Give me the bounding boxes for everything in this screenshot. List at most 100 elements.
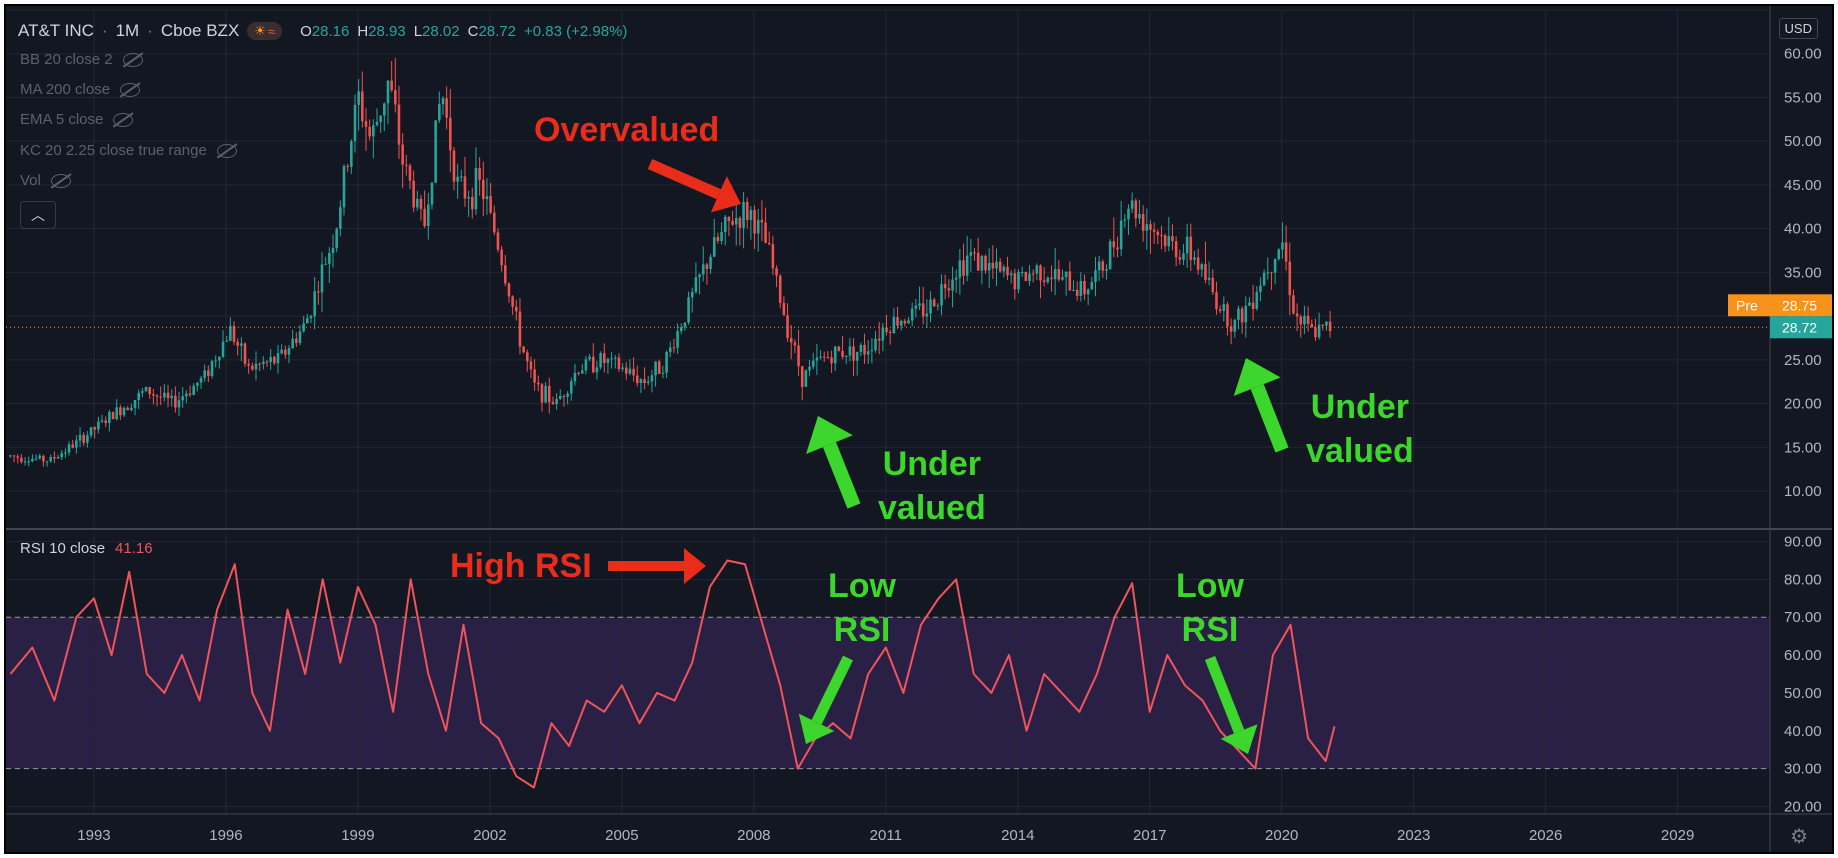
- currency-button[interactable]: USD: [1778, 18, 1818, 39]
- candle-body: [126, 407, 129, 411]
- candle-body: [159, 396, 162, 398]
- candle-body: [229, 325, 232, 341]
- indicator-kc[interactable]: KC 20 2.25 close true range: [20, 142, 237, 159]
- separator-dot-icon: ·: [147, 21, 153, 40]
- rsi-value: 41.16: [115, 540, 153, 557]
- settings-gear-icon[interactable]: ⚙: [1790, 826, 1808, 848]
- candle-body: [815, 357, 819, 361]
- price-tick-label: 20.00: [1784, 396, 1822, 413]
- rsi-line: [9, 559, 1336, 789]
- candle-body: [1229, 326, 1233, 332]
- wave-icon: ≈: [267, 23, 276, 39]
- candle-body: [1266, 272, 1270, 274]
- candle-body: [518, 311, 522, 347]
- hidden-eye-icon[interactable]: [122, 52, 143, 67]
- candle-body: [16, 456, 20, 458]
- candle-body: [833, 346, 837, 364]
- candle-body: [1317, 324, 1321, 338]
- time-tick-label: 1999: [341, 827, 374, 844]
- candle-body: [808, 366, 811, 371]
- candle-body: [976, 252, 980, 271]
- chevron-up-icon: ︿: [31, 207, 45, 223]
- candle-body: [504, 265, 507, 284]
- candle-body: [584, 359, 588, 371]
- candle-body: [1185, 236, 1189, 254]
- candle-body: [1031, 273, 1035, 275]
- candle-body: [701, 264, 705, 275]
- hidden-eye-icon[interactable]: [50, 173, 71, 188]
- candle-body: [1046, 277, 1050, 283]
- time-tick-label: 2014: [1001, 827, 1034, 844]
- candle-body: [1240, 308, 1244, 323]
- indicator-bb[interactable]: BB 20 close 2: [20, 51, 143, 68]
- candle-body: [573, 372, 577, 382]
- indicator-ma[interactable]: MA 200 close: [20, 81, 141, 98]
- time-tick-label: 2005: [605, 827, 638, 844]
- candle-body: [1090, 281, 1094, 290]
- candle-body: [119, 407, 122, 416]
- indicator-vol[interactable]: Vol: [20, 172, 71, 189]
- candle-body: [401, 144, 404, 165]
- interval-label[interactable]: 1M: [115, 21, 140, 40]
- candle-body: [540, 384, 544, 403]
- candle-body: [1072, 289, 1075, 291]
- candle-body: [339, 207, 342, 229]
- candle-body: [1138, 213, 1141, 219]
- candle-body: [866, 351, 870, 355]
- candle-body: [493, 212, 496, 233]
- candle-body: [1123, 219, 1127, 221]
- candle-body: [236, 341, 239, 346]
- candle-body: [86, 435, 89, 443]
- session-badge[interactable]: ☀ ≈: [247, 22, 283, 40]
- hidden-eye-icon[interactable]: [216, 143, 237, 158]
- candle-body: [306, 318, 309, 324]
- candle-body: [324, 263, 327, 265]
- candle-body: [45, 461, 49, 463]
- candle-body: [284, 349, 287, 355]
- time-tick-label: 2017: [1133, 827, 1166, 844]
- indicator-ema[interactable]: EMA 5 close: [20, 111, 134, 128]
- candle-body: [375, 121, 379, 126]
- collapse-legend-button[interactable]: ︿: [20, 201, 56, 229]
- candle-body: [221, 341, 225, 357]
- candle-body: [1299, 316, 1303, 325]
- candle-body: [353, 104, 357, 142]
- hidden-eye-icon[interactable]: [113, 112, 134, 127]
- candle-body: [756, 219, 760, 234]
- candle-body: [694, 277, 698, 292]
- chart-canvas[interactable]: 10.00 15.00 20.00 25.00 30.00 35.00 40.00 45.00…: [6, 6, 1834, 854]
- candle-body: [940, 284, 943, 306]
- annotation-high-rsi: High RSI: [450, 547, 592, 585]
- rsi-label[interactable]: RSI 10 close: [20, 540, 106, 557]
- candle-body: [1255, 291, 1259, 309]
- candle-body: [1039, 265, 1042, 281]
- candle-body: [562, 396, 566, 398]
- candle-body: [738, 217, 742, 228]
- candle-body: [1061, 277, 1064, 280]
- price-tick-label: 45.00: [1784, 177, 1822, 194]
- candle-body: [844, 355, 848, 357]
- candle-body: [566, 393, 569, 397]
- candle-body: [67, 444, 71, 453]
- candle-body: [27, 461, 31, 463]
- candle-body: [888, 331, 892, 333]
- candle-body: [254, 363, 258, 370]
- candle-body: [23, 461, 27, 463]
- change-value: +0.83 (+2.98%): [523, 22, 628, 40]
- candle-body: [1273, 259, 1277, 273]
- candle-body: [174, 395, 177, 408]
- candle-body: [599, 353, 602, 368]
- candle-body: [760, 219, 764, 223]
- hidden-eye-icon[interactable]: [120, 82, 141, 97]
- candle-body: [921, 303, 925, 317]
- candle-body: [1006, 266, 1009, 276]
- candle-body: [302, 323, 305, 332]
- candle-body: [419, 198, 423, 209]
- candle-body: [1233, 319, 1237, 332]
- candle-body: [218, 356, 221, 361]
- candle-body: [690, 291, 694, 298]
- candle-body: [855, 352, 859, 361]
- candle-body: [1306, 315, 1310, 324]
- candle-body: [298, 331, 302, 343]
- symbol-name[interactable]: AT&T INC: [18, 21, 94, 40]
